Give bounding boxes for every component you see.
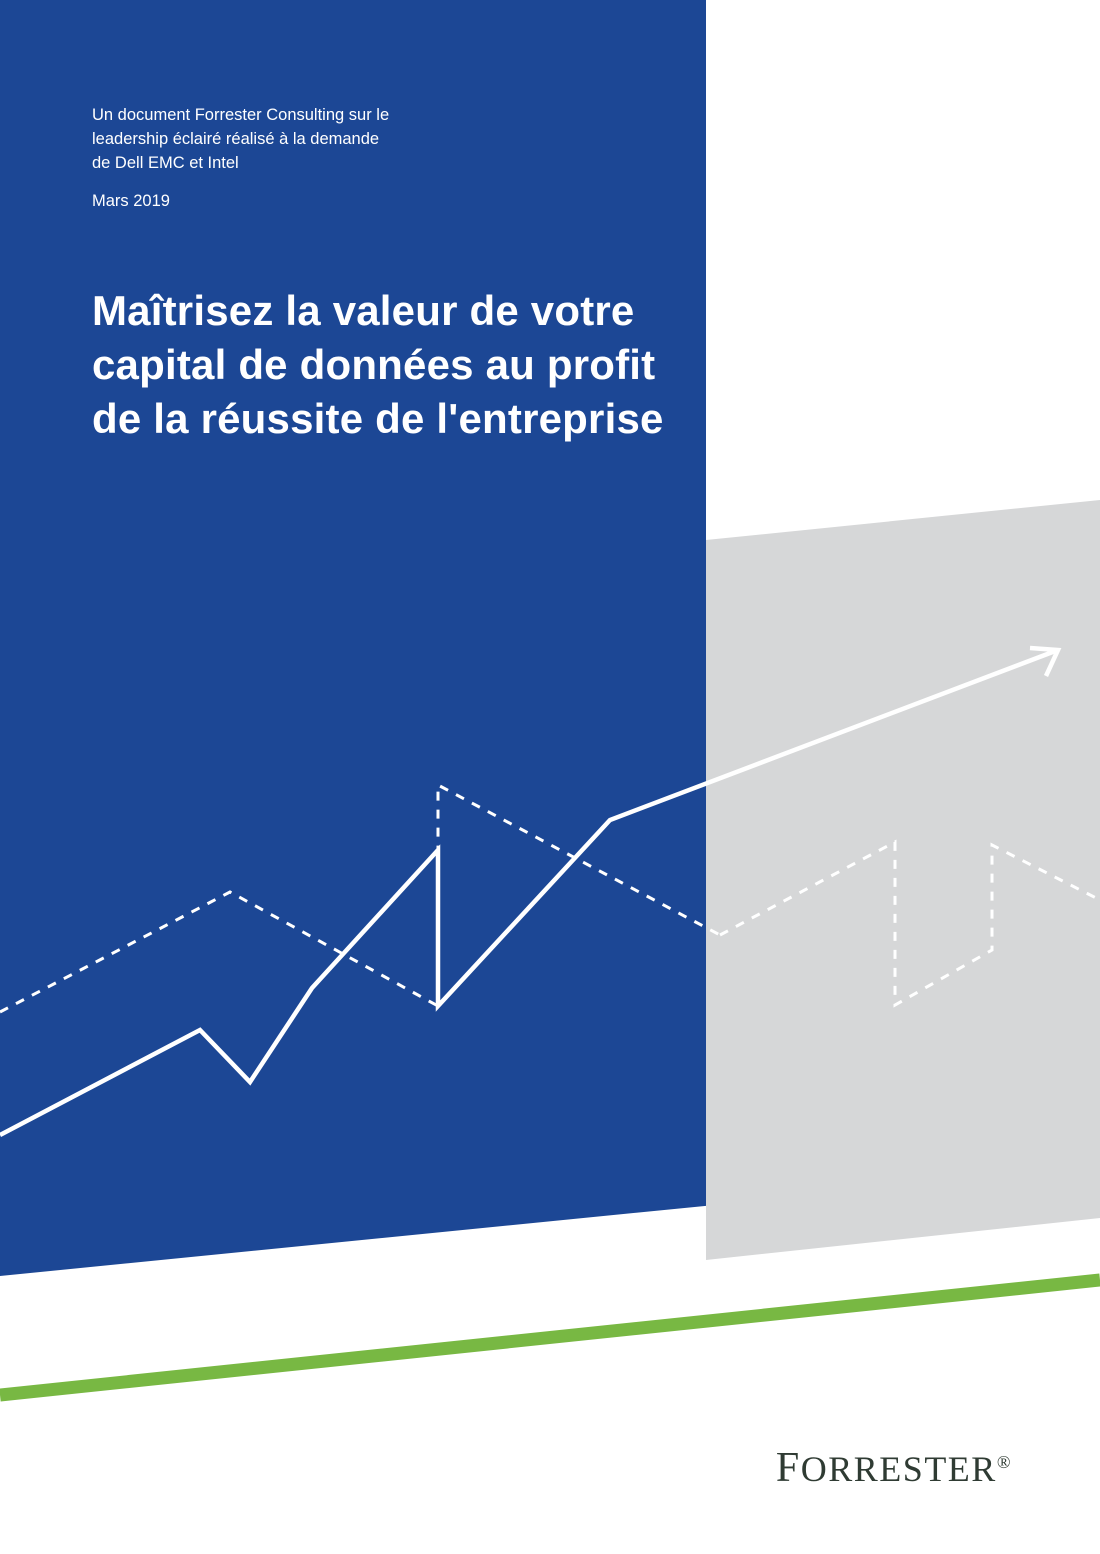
gray-panel — [706, 0, 1100, 1554]
logo-text: ORRESTER — [801, 1449, 997, 1489]
document-subtitle: Un document Forrester Consulting sur le … — [92, 104, 402, 176]
document-date: Mars 2019 — [92, 192, 170, 211]
document-title: Maîtrisez la valeur de votre capital de … — [92, 284, 682, 445]
cover-page: Un document Forrester Consulting sur le … — [0, 0, 1100, 1554]
registered-icon: ® — [997, 1452, 1012, 1472]
green-accent-line — [0, 1280, 1100, 1395]
forrester-logo: FORRESTER® — [776, 1444, 1012, 1492]
logo-initial: F — [776, 1445, 801, 1491]
